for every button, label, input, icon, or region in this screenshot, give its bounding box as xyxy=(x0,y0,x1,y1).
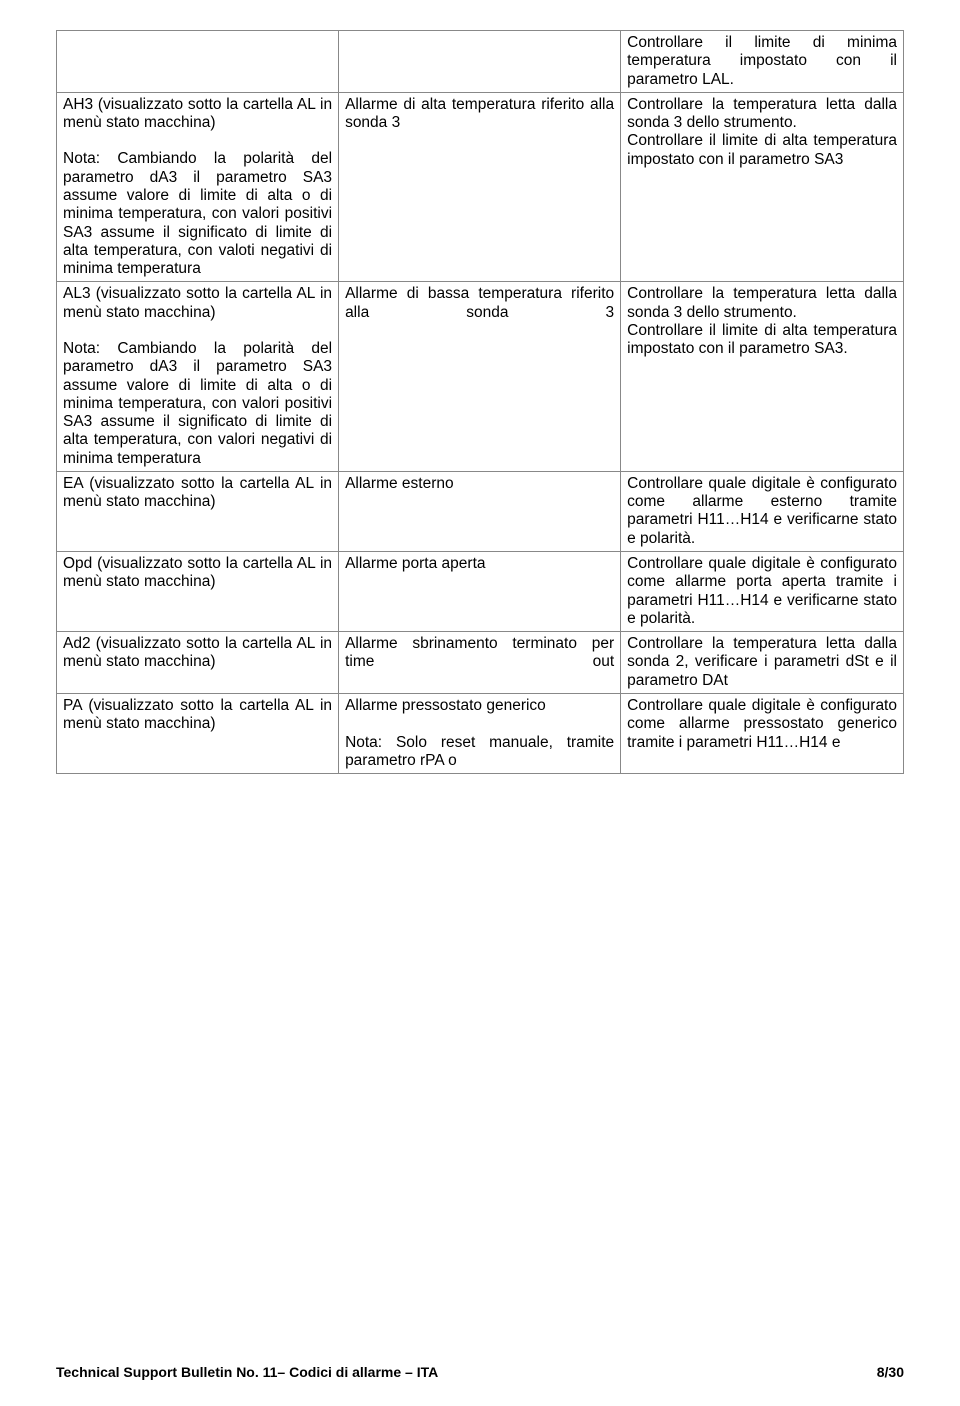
cell-note: Nota: Cambiando la polarità del parametr… xyxy=(63,340,332,468)
cell: Allarme porta aperta xyxy=(339,552,621,632)
cell: Controllare quale digitale è configurato… xyxy=(621,471,904,551)
cell-main: AL3 (visualizzato sotto la cartella AL i… xyxy=(63,285,332,322)
cell: AH3 (visualizzato sotto la cartella AL i… xyxy=(57,92,339,282)
table-row: Ad2 (visualizzato sotto la cartella AL i… xyxy=(57,632,904,694)
page: Controllare il limite di minima temperat… xyxy=(0,0,960,1406)
cell: Controllare la temperatura letta dalla s… xyxy=(621,92,904,282)
footer-right: 8/30 xyxy=(877,1364,904,1380)
cell: Allarme di bassa temperatura riferito al… xyxy=(339,282,621,472)
cell: Allarme pressostato generico Nota: Solo … xyxy=(339,694,621,774)
cell-main: AH3 (visualizzato sotto la cartella AL i… xyxy=(63,96,332,133)
alarm-table: Controllare il limite di minima temperat… xyxy=(56,30,904,774)
cell xyxy=(57,31,339,93)
table-row: AL3 (visualizzato sotto la cartella AL i… xyxy=(57,282,904,472)
cell: Controllare il limite di minima temperat… xyxy=(621,31,904,93)
cell: Allarme di alta temperatura riferito all… xyxy=(339,92,621,282)
cell: Allarme esterno xyxy=(339,471,621,551)
cell: Controllare quale digitale è configurato… xyxy=(621,694,904,774)
cell xyxy=(339,31,621,93)
cell: Controllare quale digitale è configurato… xyxy=(621,552,904,632)
table-row: PA (visualizzato sotto la cartella AL in… xyxy=(57,694,904,774)
page-footer: Technical Support Bulletin No. 11– Codic… xyxy=(56,1364,904,1380)
cell: Controllare la temperatura letta dalla s… xyxy=(621,282,904,472)
footer-left: Technical Support Bulletin No. 11– Codic… xyxy=(56,1364,438,1380)
cell: AL3 (visualizzato sotto la cartella AL i… xyxy=(57,282,339,472)
cell: Allarme sbrinamento terminato per time o… xyxy=(339,632,621,694)
cell: Opd (visualizzato sotto la cartella AL i… xyxy=(57,552,339,632)
cell: Ad2 (visualizzato sotto la cartella AL i… xyxy=(57,632,339,694)
table-row: Controllare il limite di minima temperat… xyxy=(57,31,904,93)
table-row: EA (visualizzato sotto la cartella AL in… xyxy=(57,471,904,551)
cell-note: Nota: Cambiando la polarità del parametr… xyxy=(63,150,332,278)
table-row: AH3 (visualizzato sotto la cartella AL i… xyxy=(57,92,904,282)
cell: PA (visualizzato sotto la cartella AL in… xyxy=(57,694,339,774)
table-row: Opd (visualizzato sotto la cartella AL i… xyxy=(57,552,904,632)
cell: Controllare la temperatura letta dalla s… xyxy=(621,632,904,694)
cell: EA (visualizzato sotto la cartella AL in… xyxy=(57,471,339,551)
